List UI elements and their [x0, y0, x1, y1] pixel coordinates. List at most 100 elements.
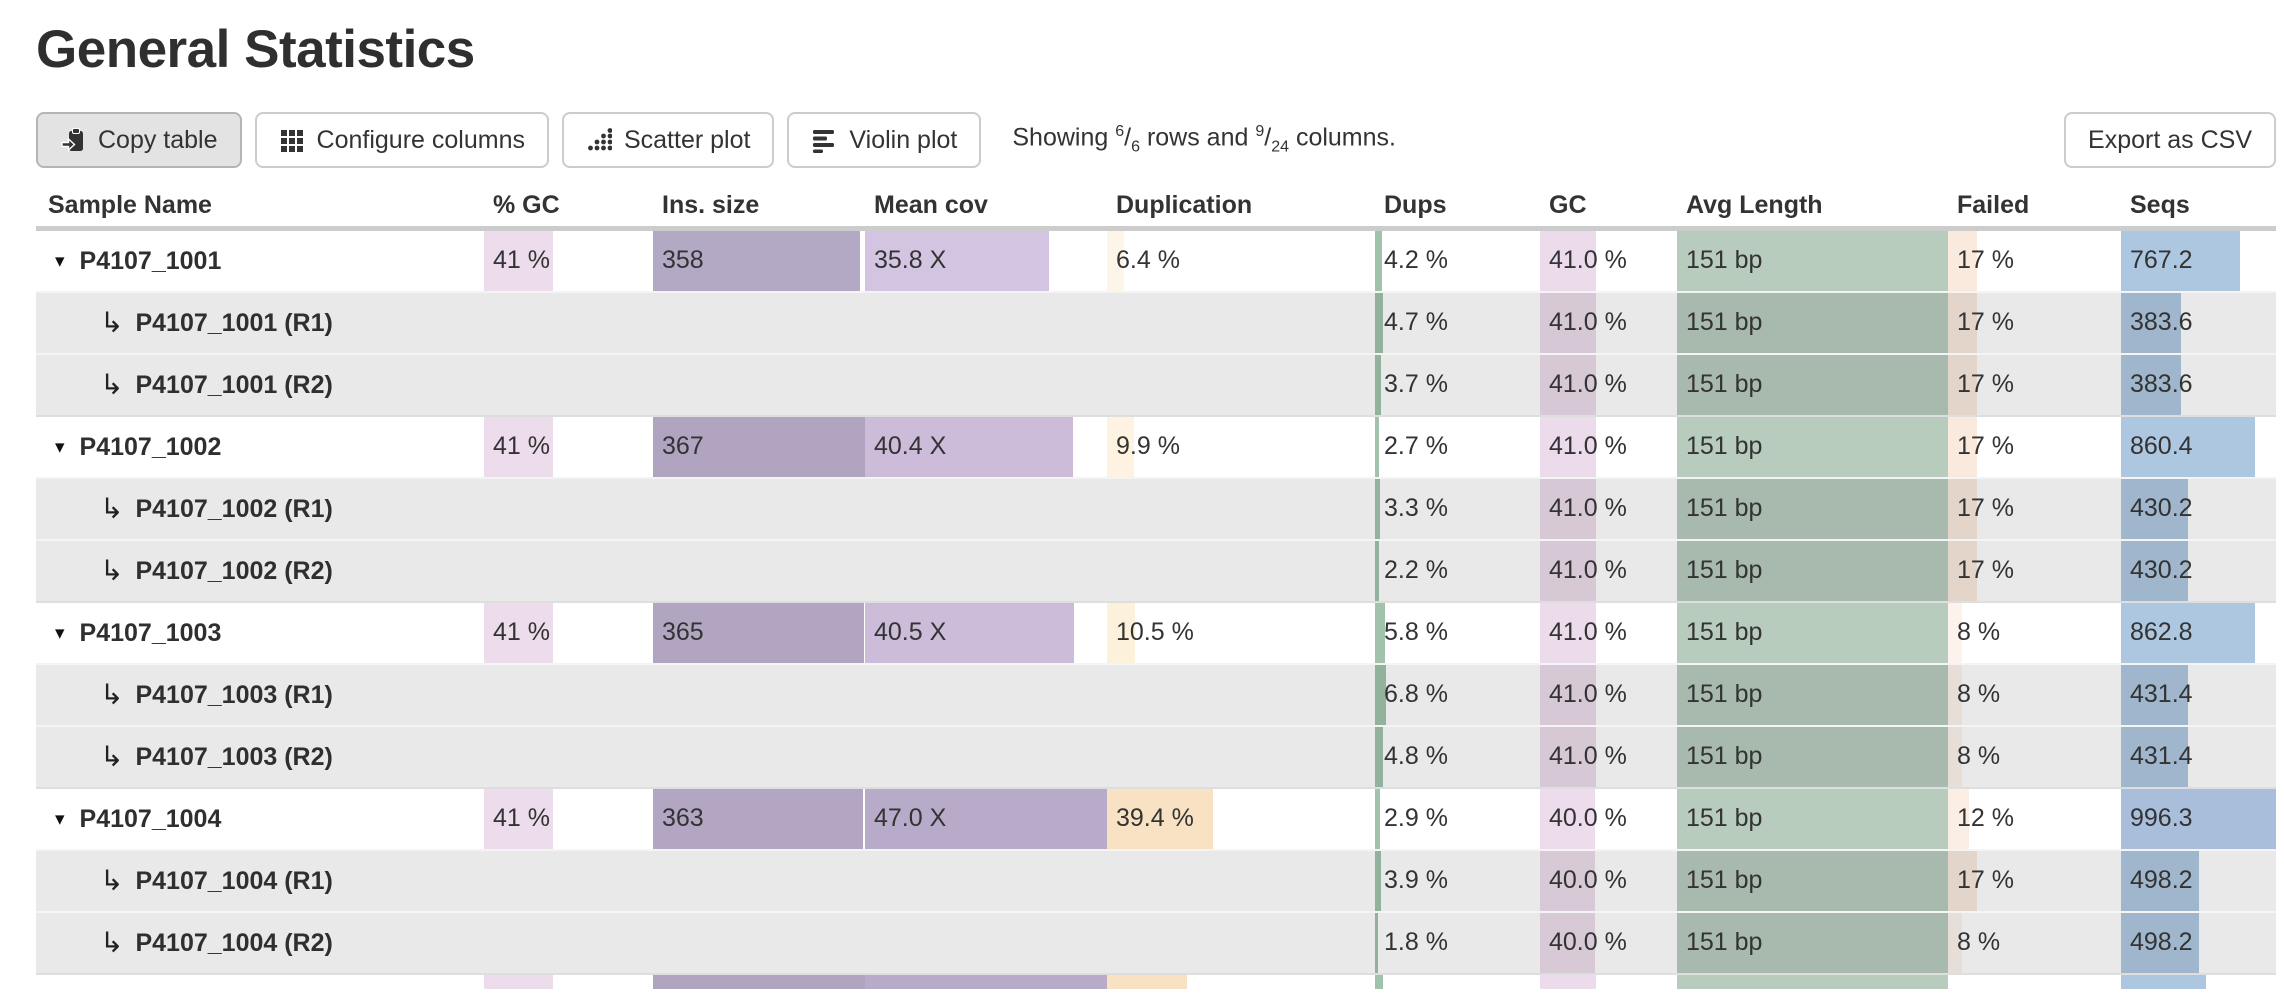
- value-bar: [865, 975, 1107, 989]
- cell-value: 3.3 %: [1384, 494, 1448, 522]
- cell-gc: 41.0 %: [1540, 603, 1677, 663]
- value-bar: [1107, 231, 1125, 291]
- cell-mean_cov: 35.8 X: [865, 231, 1107, 291]
- value-bar: [2121, 417, 2255, 477]
- sample-name[interactable]: P4107_1002 (R1): [135, 494, 333, 523]
- cell-duplication: [1107, 355, 1375, 415]
- cell-pct_gc: [484, 851, 653, 911]
- sample-name[interactable]: P4107_1001: [79, 246, 222, 275]
- cell-mean_cov: [865, 541, 1107, 601]
- value-bar: [865, 231, 1050, 291]
- column-header-duplication[interactable]: Duplication: [1116, 190, 1253, 219]
- cell-pct_gc: [484, 665, 653, 725]
- cell-avg_length: [1677, 975, 1948, 989]
- cell-value: 40.5 X: [874, 618, 947, 646]
- cell-value: 35.8 X: [874, 246, 947, 274]
- cell-duplication: [1107, 851, 1375, 911]
- cell-failed: 17 %: [1948, 541, 2121, 601]
- cell-value: 41.0 %: [1549, 618, 1627, 646]
- cell-seqs: 996.3: [2121, 789, 2276, 849]
- showing-summary: Showing 6/6 rows and 9/24 columns.: [1012, 123, 1396, 156]
- copy-table-button[interactable]: Copy table: [36, 112, 242, 168]
- value-bar: [1948, 665, 1962, 725]
- sample-name[interactable]: P4107_1003 (R2): [135, 742, 333, 771]
- cell-pct_gc: [484, 913, 653, 973]
- cell-value: 383.6: [2130, 308, 2193, 336]
- cell-value: 498.2: [2130, 866, 2193, 894]
- cell-sample: ▾ P4107_1001: [36, 231, 484, 291]
- cell-sample: ↳ P4107_1003 (R1): [36, 665, 484, 725]
- sample-name[interactable]: P4107_1001 (R1): [135, 308, 333, 337]
- cell-value: 41 %: [493, 804, 550, 832]
- sample-name[interactable]: P4107_1002: [79, 432, 222, 461]
- sample-name[interactable]: P4107_1002 (R2): [135, 556, 333, 585]
- cell-value: 12 %: [1957, 804, 2014, 832]
- column-header-dups[interactable]: Dups: [1384, 190, 1447, 219]
- cell-sample: ▾ P4107_1004: [36, 789, 484, 849]
- cell-sample: ↳ P4107_1003 (R2): [36, 727, 484, 787]
- table-body: ▾ P4107_1001 41 % 358 35.8 X 6.4 % 4.2 % 41.0 %…: [36, 231, 2276, 989]
- cell-value: 17 %: [1957, 556, 2014, 584]
- cell-value: 3.7 %: [1384, 370, 1448, 398]
- column-header-mean_cov[interactable]: Mean cov: [874, 190, 988, 219]
- cell-mean_cov: [865, 975, 1107, 989]
- export-csv-button[interactable]: Export as CSV: [2064, 112, 2276, 168]
- cell-gc: 41.0 %: [1540, 727, 1677, 787]
- toolbar-buttons: Copy table Configure columns Scatter plot V…: [36, 112, 982, 168]
- cell-value: 4.2 %: [1384, 246, 1448, 274]
- row-expand-toggle[interactable]: ▾: [55, 250, 65, 272]
- cell-gc: 41.0 %: [1540, 231, 1677, 291]
- sample-name[interactable]: P4107_1003 (R1): [135, 680, 333, 709]
- value-bar: [2121, 975, 2207, 989]
- cell-value: 41.0 %: [1549, 246, 1627, 274]
- violin-plot-button[interactable]: Violin plot: [787, 112, 982, 168]
- cell-dups: 2.9 %: [1375, 789, 1540, 849]
- cell-duplication: [1107, 975, 1375, 989]
- value-bar: [1540, 603, 1597, 663]
- sample-name[interactable]: P4107_1004: [79, 804, 222, 833]
- column-header-gc[interactable]: GC: [1549, 190, 1587, 219]
- cell-pct_gc: [484, 727, 653, 787]
- value-bar: [2121, 603, 2256, 663]
- column-header-ins_size[interactable]: Ins. size: [662, 190, 760, 219]
- page-title: General Statistics: [36, 20, 475, 79]
- cell-mean_cov: [865, 665, 1107, 725]
- cell-value: 10.5 %: [1116, 618, 1194, 646]
- row-expand-toggle[interactable]: ▾: [55, 808, 65, 830]
- cell-value: 2.9 %: [1384, 804, 1448, 832]
- cell-gc: 40.0 %: [1540, 789, 1677, 849]
- scatter-plot-button[interactable]: Scatter plot: [561, 112, 775, 168]
- configure-columns-button[interactable]: Configure columns: [254, 112, 549, 168]
- table-row: ▾ P4107_1004 41 % 363 47.0 X 39.4 % 2.9 % 40.0 …: [36, 787, 2276, 849]
- sample-name[interactable]: P4107_1004 (R1): [135, 866, 333, 895]
- value-bar: [1540, 851, 1595, 911]
- table-row: ↳ P4107_1003 (R1) 6.8 % 41.0 % 151 bp 8 % 431.…: [36, 663, 2276, 725]
- cell-failed: 8 %: [1948, 727, 2121, 787]
- cell-mean_cov: 47.0 X: [865, 789, 1107, 849]
- sample-name[interactable]: P4107_1001 (R2): [135, 370, 333, 399]
- table-row: ▾ P4107_1002 41 % 367 40.4 X 9.9 % 2.7 % 41.0 %…: [36, 415, 2276, 477]
- cell-value: 17 %: [1957, 866, 2014, 894]
- column-header-failed[interactable]: Failed: [1957, 190, 2030, 219]
- column-header-pct_gc[interactable]: % GC: [493, 190, 560, 219]
- row-expand-toggle[interactable]: ▾: [55, 436, 65, 458]
- column-header-seqs[interactable]: Seqs: [2130, 190, 2190, 219]
- table-row: ↳ P4107_1004 (R2) 1.8 % 40.0 % 151 bp 8 % 498.…: [36, 911, 2276, 973]
- value-bar: [484, 789, 554, 849]
- cell-seqs: 860.4: [2121, 417, 2276, 477]
- sample-name[interactable]: P4107_1004 (R2): [135, 928, 333, 957]
- column-header-avg_length[interactable]: Avg Length: [1686, 190, 1823, 219]
- cell-seqs: 431.4: [2121, 665, 2276, 725]
- cell-failed: 17 %: [1948, 293, 2121, 353]
- cell-ins_size: 358: [653, 231, 865, 291]
- cell-seqs: 498.2: [2121, 913, 2276, 973]
- row-expand-toggle[interactable]: ▾: [55, 622, 65, 644]
- sample-name[interactable]: P4107_1003: [79, 618, 222, 647]
- cell-value: 151 bp: [1686, 246, 1763, 274]
- column-header-sample[interactable]: Sample Name: [48, 190, 212, 219]
- general-stats-table: Sample Name % GC Ins. size Mean cov Duplicat…: [36, 184, 2276, 989]
- cell-value: 151 bp: [1686, 556, 1763, 584]
- value-bar: [1540, 975, 1597, 989]
- cell-seqs: 498.2: [2121, 851, 2276, 911]
- cell-sample: [36, 975, 484, 989]
